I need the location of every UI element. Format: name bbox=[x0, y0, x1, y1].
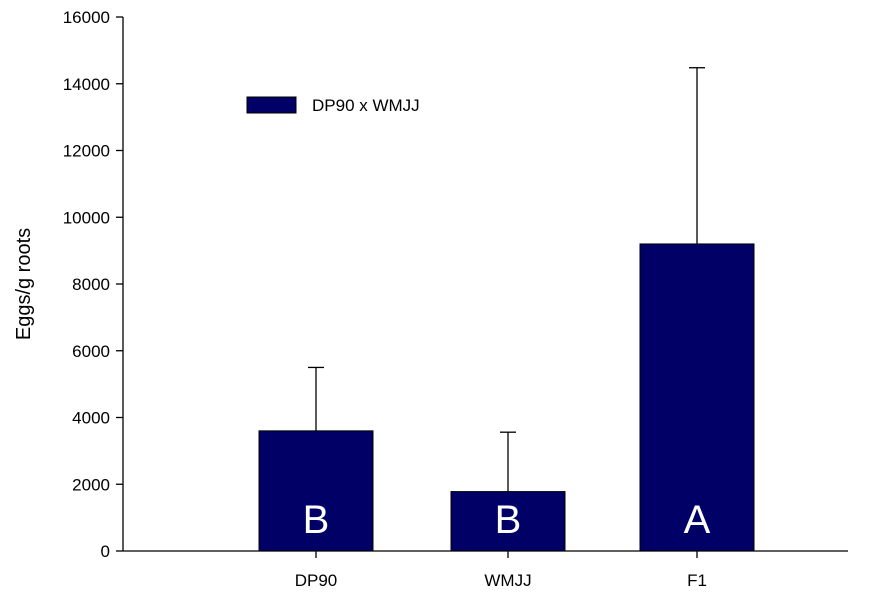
y-tick-label: 10000 bbox=[63, 208, 110, 227]
group-letter-f1: A bbox=[684, 498, 711, 542]
y-tick-label: 4000 bbox=[72, 409, 110, 428]
y-axis-ticks: 0 2000 4000 6000 8000 10000 12000 14000 16000 bbox=[63, 8, 123, 561]
x-tick-label-dp90: DP90 bbox=[295, 571, 338, 590]
x-tick-label-wmjj: WMJJ bbox=[484, 571, 531, 590]
error-bars bbox=[308, 67, 705, 492]
y-axis-title: Eggs/g roots bbox=[13, 228, 35, 340]
y-tick-label: 6000 bbox=[72, 342, 110, 361]
group-letter-dp90: B bbox=[303, 498, 330, 542]
legend: DP90 x WMJJ bbox=[246, 96, 420, 115]
y-tick-label: 2000 bbox=[72, 475, 110, 494]
y-tick-label: 14000 bbox=[63, 75, 110, 94]
y-tick-label: 16000 bbox=[63, 8, 110, 27]
legend-swatch bbox=[246, 96, 297, 114]
legend-label: DP90 x WMJJ bbox=[312, 96, 420, 115]
y-tick-label: 12000 bbox=[63, 142, 110, 161]
bar-dp90 bbox=[258, 430, 374, 552]
bars bbox=[258, 243, 755, 552]
y-tick-label: 0 bbox=[101, 542, 110, 561]
x-axis-ticks: DP90 WMJJ F1 bbox=[295, 551, 707, 590]
x-tick-label-f1: F1 bbox=[687, 571, 707, 590]
group-letter-wmjj: B bbox=[495, 498, 522, 542]
y-tick-label: 8000 bbox=[72, 275, 110, 294]
